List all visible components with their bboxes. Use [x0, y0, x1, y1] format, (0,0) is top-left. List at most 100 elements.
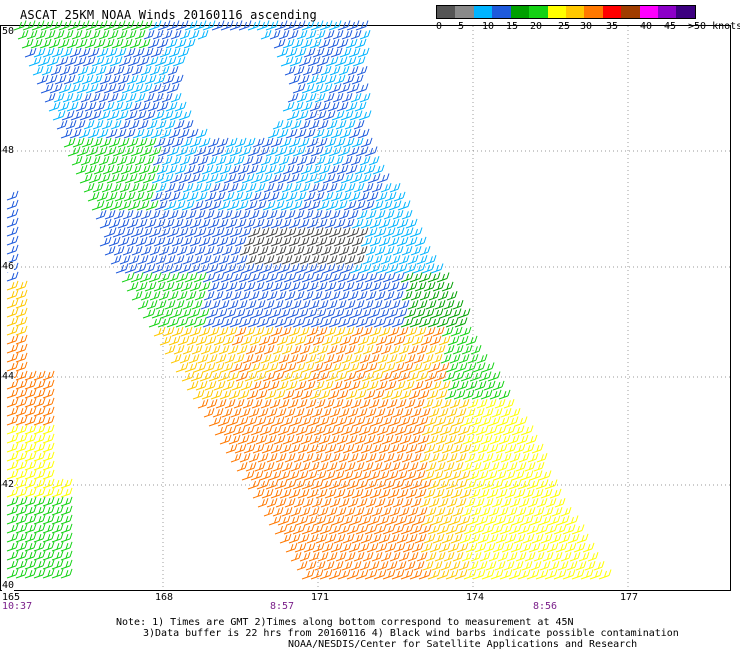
wind-barb — [566, 561, 578, 571]
wind-barb — [331, 470, 345, 481]
wind-barb — [6, 208, 19, 219]
wind-barb — [33, 523, 46, 534]
wind-barb — [324, 137, 337, 148]
wind-barb — [399, 389, 412, 400]
wind-barb — [468, 488, 481, 499]
wind-barb — [423, 281, 436, 292]
wind-barb — [28, 56, 42, 67]
wind-barb — [6, 505, 19, 516]
wind-barb — [335, 183, 347, 193]
wind-barb — [368, 354, 380, 364]
wind-barb — [225, 218, 238, 229]
wind-barb — [234, 443, 247, 454]
wind-barb — [171, 218, 184, 229]
wind-barb — [549, 533, 562, 544]
wind-barb — [318, 434, 331, 445]
wind-barb — [84, 38, 97, 49]
wind-barb — [335, 300, 347, 310]
wind-barb — [342, 137, 355, 148]
wind-barb — [89, 93, 101, 103]
wind-barb — [448, 308, 462, 319]
wind-barb — [100, 200, 114, 211]
wind-barb — [344, 300, 356, 310]
wind-barb — [188, 354, 200, 364]
wind-barb — [15, 523, 28, 534]
wind-barb — [109, 56, 123, 67]
wind-barb — [289, 200, 303, 211]
wind-barb — [51, 550, 64, 561]
wind-barb — [153, 236, 166, 247]
wind-barb — [354, 101, 367, 112]
wind-barb — [390, 389, 403, 400]
wind-barb — [173, 345, 185, 355]
wind-barb — [339, 542, 352, 553]
wind-barb — [540, 533, 553, 544]
wind-barb — [185, 210, 197, 220]
wind-barb — [15, 388, 28, 399]
wind-barb — [208, 416, 222, 427]
wind-barb — [267, 380, 280, 391]
wind-barb — [283, 20, 297, 31]
wind-barb — [409, 272, 423, 283]
wind-barb — [539, 561, 551, 571]
wind-barb — [80, 93, 92, 103]
wind-barb — [298, 371, 312, 382]
wind-barb — [44, 30, 56, 40]
wind-barb — [258, 335, 271, 346]
wind-barb — [519, 542, 532, 553]
wind-barb — [464, 498, 476, 508]
wind-barb — [6, 271, 19, 282]
wind-barb — [320, 246, 332, 256]
wind-barb — [177, 128, 190, 139]
wind-barb — [277, 173, 291, 184]
wind-barb — [389, 255, 401, 265]
time-label: 10:37 — [2, 601, 33, 612]
wind-barb — [222, 335, 235, 346]
wind-barb — [314, 399, 326, 409]
wind-barb — [76, 146, 90, 157]
wind-barb — [321, 128, 334, 139]
wind-barb — [282, 38, 295, 49]
wind-barb — [60, 568, 73, 579]
wind-barb — [346, 272, 360, 283]
wind-barb — [268, 263, 282, 274]
wind-barb — [170, 30, 182, 40]
wind-barb — [344, 183, 356, 193]
wind-barb — [229, 20, 243, 31]
wind-barb — [205, 263, 219, 274]
wind-barb — [24, 442, 37, 453]
wind-barb — [297, 74, 310, 85]
wind-barb — [466, 515, 480, 526]
wind-barb — [114, 47, 127, 58]
wind-barb — [287, 399, 299, 409]
wind-barb — [335, 462, 347, 472]
wind-barb — [477, 443, 490, 454]
wind-barb — [303, 191, 316, 202]
wind-barb — [184, 317, 198, 328]
wind-barb — [487, 416, 501, 427]
wind-barb — [6, 496, 19, 507]
wind-barb — [306, 74, 319, 85]
wind-barb — [296, 156, 308, 166]
wind-barb — [375, 335, 388, 346]
map-frame — [0, 25, 731, 591]
wind-barb — [149, 246, 161, 256]
wind-barb — [229, 317, 243, 328]
wind-barb — [241, 263, 255, 274]
wind-barb — [78, 128, 91, 139]
wind-barb — [225, 137, 238, 148]
wind-barb — [391, 362, 405, 373]
wind-barb — [349, 470, 363, 481]
wind-barb — [396, 443, 409, 454]
wind-barb — [238, 20, 252, 31]
legend-swatch — [492, 6, 511, 18]
wind-barb — [350, 30, 362, 40]
wind-barb — [510, 542, 523, 553]
wind-barb — [183, 38, 196, 49]
wind-barb — [200, 183, 212, 193]
legend-label: 25 — [558, 21, 571, 32]
wind-barb — [151, 110, 165, 121]
wind-barb — [429, 380, 442, 391]
wind-barb — [423, 533, 436, 544]
wind-barb — [326, 255, 338, 265]
